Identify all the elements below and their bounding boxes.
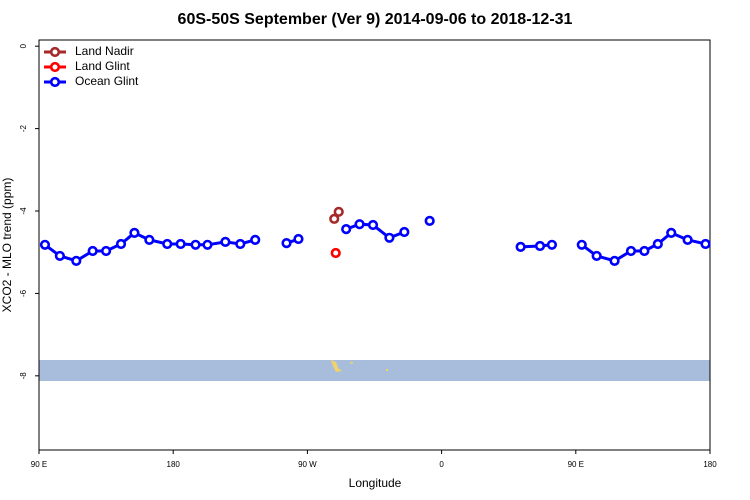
point (71, 255, 82, 266)
point (682, 234, 693, 245)
point (546, 239, 558, 250)
point (333, 206, 344, 217)
series-line (44, 222, 706, 263)
y-tick-label: 0 (19, 43, 28, 48)
point (367, 219, 379, 231)
point (354, 219, 365, 230)
x-tick-label: 90 E (568, 460, 584, 469)
point (534, 240, 546, 252)
point (202, 239, 213, 250)
point (87, 245, 98, 257)
point (115, 238, 127, 250)
legend-label: Land Glint (75, 59, 130, 73)
point (384, 232, 395, 243)
point (652, 238, 663, 250)
point (39, 239, 51, 250)
y-tick-label: -2 (19, 124, 28, 132)
point (235, 238, 246, 250)
point (666, 227, 677, 238)
y-tick-label: -8 (19, 372, 28, 380)
point (424, 215, 435, 226)
land-patch (331, 360, 342, 372)
legend-marker (49, 46, 61, 58)
point (700, 238, 711, 250)
point (329, 213, 340, 224)
point (250, 234, 261, 245)
x-tick-label: 180 (167, 460, 181, 469)
legend-label: Ocean Glint (75, 74, 139, 88)
x-tick-label: 90 W (298, 460, 317, 469)
plot-frame (38, 39, 711, 451)
point (330, 247, 341, 259)
point (175, 238, 186, 250)
point (341, 224, 352, 235)
point (576, 239, 587, 250)
legend-marker (49, 61, 61, 73)
point (515, 241, 526, 252)
land-patch (386, 369, 388, 371)
point (281, 238, 292, 249)
map-strip (39, 360, 710, 381)
y-tick-label: -4 (19, 207, 28, 215)
x-tick-label: 0 (439, 460, 444, 469)
chart-title: 60S-50S September (Ver 9) 2014-09-06 to … (178, 11, 573, 28)
point (399, 226, 410, 238)
point (591, 250, 602, 262)
y-axis-label: XCO2 - MLO trend (ppm) (0, 178, 14, 313)
x-tick-label: 180 (703, 460, 717, 469)
point (609, 255, 620, 266)
land-patch (350, 362, 353, 364)
y-tick-label: -6 (19, 289, 28, 297)
point (293, 233, 304, 245)
point (54, 250, 65, 262)
point (144, 234, 155, 245)
point (129, 227, 140, 238)
point (100, 245, 112, 257)
point (162, 238, 173, 250)
point (190, 239, 201, 250)
point (639, 245, 650, 257)
x-axis-label: Longitude (349, 476, 402, 490)
legend-marker (49, 76, 61, 88)
point (220, 236, 231, 248)
point (625, 245, 637, 257)
x-tick-label: 90 E (31, 460, 47, 469)
legend-label: Land Nadir (75, 44, 134, 58)
